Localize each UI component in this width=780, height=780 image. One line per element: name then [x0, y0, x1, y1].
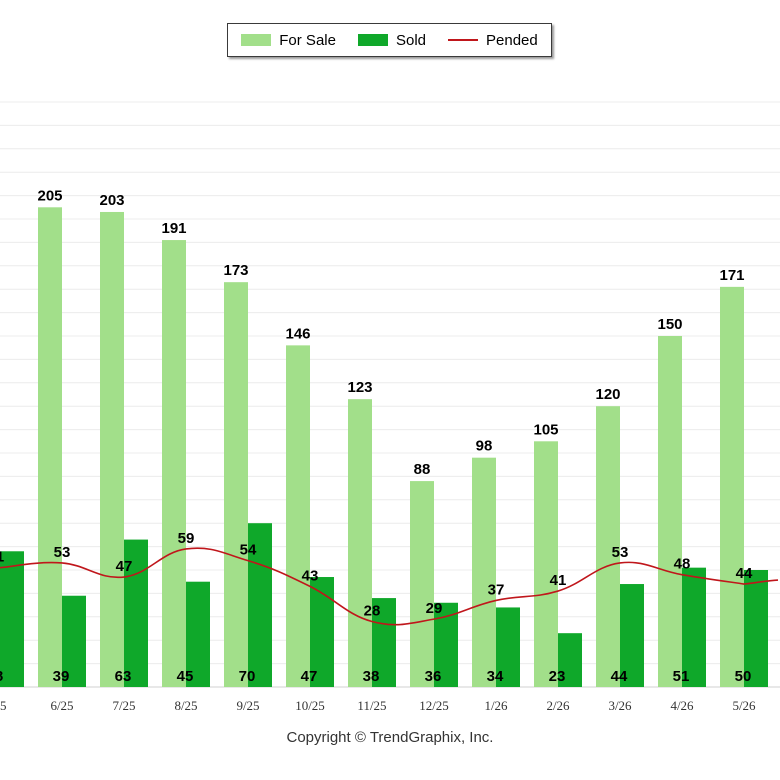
sold-label: 50 [735, 668, 752, 685]
sold-bar [558, 633, 582, 687]
x-tick-label: 25 [0, 698, 7, 713]
sold-label: 34 [487, 668, 504, 685]
pended-label: 41 [550, 572, 567, 589]
legend-label-for-sale: For Sale [279, 31, 336, 49]
for-sale-label: 120 [595, 386, 620, 403]
x-tick-label: 3/26 [608, 698, 632, 713]
pended-label: 1 [0, 549, 4, 566]
sold-label: 47 [301, 668, 318, 685]
x-tick-label: 12/25 [419, 698, 449, 713]
x-tick-label: 10/25 [295, 698, 325, 713]
for-sale-bars [38, 207, 744, 688]
x-tick-label: 11/25 [357, 698, 386, 713]
x-tick-label: 9/25 [236, 698, 259, 713]
legend-item-sold: Sold [357, 31, 426, 49]
for-sale-bar [658, 336, 682, 687]
for-sale-label: 203 [99, 192, 124, 209]
x-tick-label: 4/26 [670, 698, 694, 713]
sold-bar [0, 551, 24, 687]
for-sale-label: 123 [347, 379, 372, 396]
x-tick-label: 5/26 [732, 698, 756, 713]
for-sale-bar [286, 345, 310, 687]
pended-label: 59 [178, 530, 195, 547]
sold-bar [310, 577, 334, 687]
data-labels: 8205392036319145173701464712338883698341… [0, 187, 753, 685]
for-sale-bar [596, 406, 620, 687]
for-sale-bar [348, 399, 372, 687]
for-sale-label: 98 [476, 438, 493, 455]
pended-label: 48 [674, 556, 691, 573]
for-sale-label: 150 [657, 316, 682, 333]
pended-line [0, 547, 779, 626]
sold-bar [372, 598, 396, 687]
sold-bar [124, 539, 148, 687]
copyright: Copyright © TrendGraphix, Inc. [286, 729, 494, 746]
for-sale-label: 191 [161, 220, 186, 237]
for-sale-bar [224, 282, 248, 687]
for-sale-swatch [241, 34, 272, 46]
sold-label: 51 [673, 668, 690, 685]
sold-label: 39 [53, 668, 70, 685]
for-sale-label: 88 [414, 461, 431, 478]
sold-label: 38 [363, 668, 380, 685]
legend-label-pended: Pended [486, 31, 538, 49]
sold-bar [248, 523, 272, 687]
pended-label: 44 [736, 565, 753, 582]
x-tick-label: 1/26 [484, 698, 508, 713]
sold-bar [682, 567, 706, 687]
for-sale-bar [162, 240, 186, 687]
for-sale-bar [472, 457, 496, 687]
sold-label: 63 [115, 668, 132, 685]
for-sale-bar [410, 481, 434, 687]
legend: For Sale Sold Pended [227, 23, 552, 57]
legend-item-pended: Pended [448, 32, 538, 49]
for-sale-bar [534, 441, 558, 687]
for-sale-bar [38, 207, 62, 688]
for-sale-label: 105 [533, 421, 558, 438]
sold-bar [620, 584, 644, 687]
pended-swatch [448, 39, 478, 41]
sold-bar [186, 581, 210, 687]
pended-label: 37 [488, 581, 505, 598]
x-tick-label: 7/25 [112, 698, 135, 713]
legend-item-for-sale: For Sale [241, 32, 336, 49]
x-tick-label: 6/25 [50, 698, 73, 713]
sold-swatch [357, 34, 388, 46]
pended-label: 28 [364, 602, 381, 619]
sold-bar [744, 570, 768, 687]
pended-label: 47 [116, 558, 133, 575]
x-tick-label: 2/26 [546, 698, 570, 713]
pended-label: 29 [426, 600, 443, 617]
for-sale-label: 146 [285, 325, 310, 342]
legend-label-sold: Sold [395, 31, 426, 49]
pended-label: 43 [302, 567, 319, 584]
pended-label: 54 [240, 542, 257, 559]
x-tick-label: 8/25 [174, 698, 197, 713]
for-sale-label: 171 [719, 267, 744, 284]
sold-bar [496, 607, 520, 687]
for-sale-bar [100, 211, 124, 688]
pended-label: 53 [54, 544, 71, 561]
for-sale-bar [720, 286, 744, 687]
sold-label: 23 [549, 668, 566, 685]
pended-label: 53 [612, 544, 629, 561]
sold-bar [62, 595, 86, 687]
sold-label: 70 [239, 668, 256, 685]
sold-label: 36 [425, 668, 442, 685]
sold-label: 8 [0, 668, 3, 685]
x-axis-ticks: 25 6/25 7/25 8/25 9/25 10/25 11/25 12/25 1/26 2/2… [0, 698, 756, 713]
sold-label: 45 [177, 668, 194, 685]
for-sale-label: 173 [223, 262, 248, 279]
sold-label: 44 [611, 668, 628, 685]
for-sale-label: 205 [37, 187, 62, 204]
